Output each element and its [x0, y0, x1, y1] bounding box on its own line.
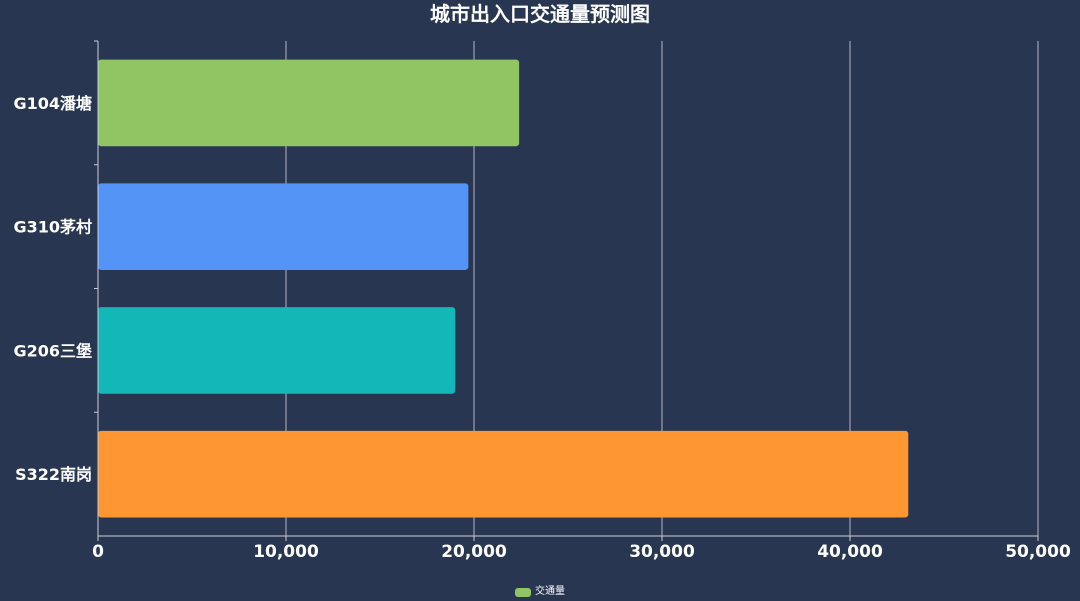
legend-label: 交通量: [535, 586, 565, 597]
x-tick-label: 40,000: [817, 542, 883, 562]
bar: [98, 307, 456, 394]
bar: [98, 430, 909, 518]
tick-labels: 0 10,000 20,000 30,000 40,000 50,000 G104潘塘 G31…: [13, 94, 1071, 562]
y-tick-label: G310茅村: [13, 218, 92, 237]
x-tick-label: 0: [92, 542, 104, 562]
x-tick-label: 10,000: [253, 542, 319, 562]
bar: [98, 183, 469, 270]
y-tick-label: G104潘塘: [13, 94, 92, 113]
x-tick-label: 50,000: [1005, 542, 1071, 562]
y-tick-label: G206三堡: [13, 341, 92, 360]
legend[interactable]: 交通量: [0, 585, 1080, 600]
y-tick-label: S322南岗: [15, 465, 92, 484]
bar: [98, 59, 520, 147]
x-tick-label: 20,000: [441, 542, 507, 562]
bars: [98, 59, 909, 518]
x-tick-label: 30,000: [629, 542, 695, 562]
chart-title: 城市出入口交通量预测图: [430, 2, 650, 26]
axes: [94, 40, 1038, 537]
legend-swatch: [515, 587, 531, 597]
